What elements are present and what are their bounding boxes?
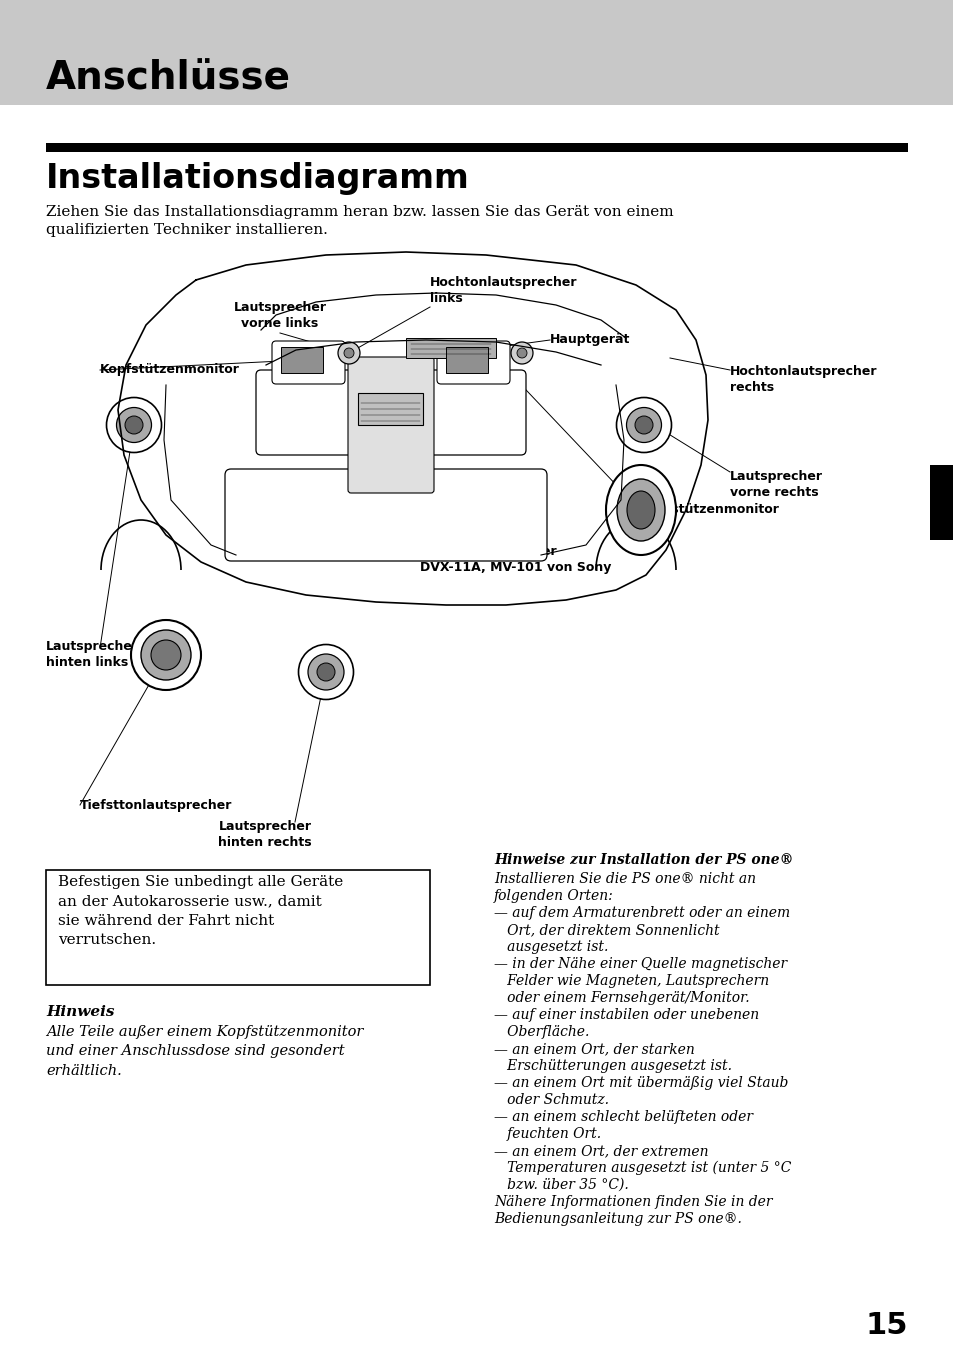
Text: — an einem Ort, der starken: — an einem Ort, der starken [494, 1042, 694, 1056]
Text: Befestigen Sie unbedingt alle Geräte
an der Autokarosserie usw., damit
sie währe: Befestigen Sie unbedingt alle Geräte an … [58, 875, 343, 948]
Text: oder Schmutz.: oder Schmutz. [494, 1092, 608, 1107]
Text: Erschütterungen ausgesetzt ist.: Erschütterungen ausgesetzt ist. [494, 1059, 731, 1073]
Text: Hinweise zur Installation der PS one®: Hinweise zur Installation der PS one® [494, 853, 793, 867]
Ellipse shape [626, 491, 655, 529]
Text: — in der Nähe einer Quelle magnetischer: — in der Nähe einer Quelle magnetischer [494, 957, 786, 971]
Text: ausgesetzt ist.: ausgesetzt ist. [494, 940, 608, 955]
Text: Installationsdiagramm: Installationsdiagramm [46, 162, 469, 195]
Text: Oberfläche.: Oberfläche. [494, 1025, 589, 1038]
Text: Bedienungsanleitung zur PS one®.: Bedienungsanleitung zur PS one®. [494, 1211, 741, 1226]
Text: Ort, der direktem Sonnenlicht: Ort, der direktem Sonnenlicht [494, 923, 719, 937]
Text: Lautsprecher
vorne links: Lautsprecher vorne links [233, 301, 326, 330]
Ellipse shape [337, 342, 359, 364]
FancyBboxPatch shape [225, 469, 546, 561]
Ellipse shape [125, 416, 143, 434]
Bar [929, 465, 953, 539]
FancyBboxPatch shape [436, 341, 510, 384]
Ellipse shape [298, 645, 354, 699]
Text: oder einem Fernsehgerät/Monitor.: oder einem Fernsehgerät/Monitor. [494, 991, 749, 1005]
Bar [357, 393, 422, 425]
Text: — an einem Ort mit übermäßig viel Staub: — an einem Ort mit übermäßig viel Staub [494, 1076, 787, 1090]
Bar [46, 869, 430, 986]
Text: Nähere Informationen finden Sie in der: Nähere Informationen finden Sie in der [494, 1195, 772, 1209]
Ellipse shape [616, 397, 671, 453]
Text: — an einem schlecht belüfteten oder: — an einem schlecht belüfteten oder [494, 1110, 752, 1124]
FancyBboxPatch shape [272, 341, 345, 384]
Text: 15: 15 [864, 1311, 907, 1340]
Text: Kopfstützenmonitor: Kopfstützenmonitor [100, 364, 239, 376]
Text: Ziehen Sie das Installationsdiagramm heran bzw. lassen Sie das Gerät von einem
q: Ziehen Sie das Installationsdiagramm her… [46, 206, 673, 238]
Text: feuchten Ort.: feuchten Ort. [494, 1128, 600, 1141]
Text: Felder wie Magneten, Lautsprechern: Felder wie Magneten, Lautsprechern [494, 973, 768, 988]
Text: Kopfstützenmonitor: Kopfstützenmonitor [639, 503, 779, 516]
Text: Lautsprecher
vorne rechts: Lautsprecher vorne rechts [729, 470, 822, 499]
Text: Temperaturen ausgesetzt ist (unter 5 °C: Temperaturen ausgesetzt ist (unter 5 °C [494, 1161, 791, 1175]
Text: Tiefsttonlautsprecher: Tiefsttonlautsprecher [80, 799, 233, 811]
Text: Lautsprecher
hinten rechts: Lautsprecher hinten rechts [218, 821, 312, 849]
Ellipse shape [511, 342, 533, 364]
Bar [281, 347, 323, 373]
Text: Hinweis: Hinweis [46, 1005, 114, 1019]
Ellipse shape [626, 407, 660, 442]
Text: — auf dem Armaturenbrett oder an einem: — auf dem Armaturenbrett oder an einem [494, 906, 789, 919]
Ellipse shape [517, 347, 526, 358]
FancyBboxPatch shape [348, 357, 434, 493]
Ellipse shape [116, 407, 152, 442]
Ellipse shape [316, 662, 335, 681]
Text: Hauptgerät: Hauptgerät [550, 334, 630, 346]
Text: Hochtonlautsprecher
links: Hochtonlautsprecher links [430, 276, 577, 306]
Text: — an einem Ort, der extremen: — an einem Ort, der extremen [494, 1144, 708, 1159]
Text: Installieren Sie die PS one® nicht an: Installieren Sie die PS one® nicht an [494, 872, 755, 886]
Ellipse shape [617, 479, 664, 541]
FancyBboxPatch shape [420, 370, 525, 456]
Ellipse shape [151, 639, 181, 671]
Text: folgenden Orten:: folgenden Orten: [494, 890, 613, 903]
Ellipse shape [141, 630, 191, 680]
Text: bzw. über 35 °C).: bzw. über 35 °C). [494, 1178, 628, 1192]
Text: — auf einer instabilen oder unebenen: — auf einer instabilen oder unebenen [494, 1009, 759, 1022]
Bar [0, 0, 953, 105]
Ellipse shape [635, 416, 652, 434]
Bar [446, 347, 488, 373]
Bar [406, 338, 496, 358]
Ellipse shape [107, 397, 161, 453]
Ellipse shape [605, 465, 676, 556]
Ellipse shape [344, 347, 354, 358]
Text: Mobiler DVD-Player
DVX-11A, MV-101 von Sony: Mobiler DVD-Player DVX-11A, MV-101 von S… [419, 545, 611, 575]
Text: Alle Teile außer einem Kopfstützenmonitor
und einer Anschlussdose sind gesondert: Alle Teile außer einem Kopfstützenmonito… [46, 1025, 363, 1078]
Text: Anschlüsse: Anschlüsse [46, 59, 291, 97]
Ellipse shape [131, 621, 201, 690]
Text: Hochtonlautsprecher
rechts: Hochtonlautsprecher rechts [729, 365, 877, 393]
FancyBboxPatch shape [255, 370, 360, 456]
Ellipse shape [308, 654, 344, 690]
Text: Lautsprecher
hinten links: Lautsprecher hinten links [46, 639, 139, 669]
Bar [46, 143, 907, 151]
